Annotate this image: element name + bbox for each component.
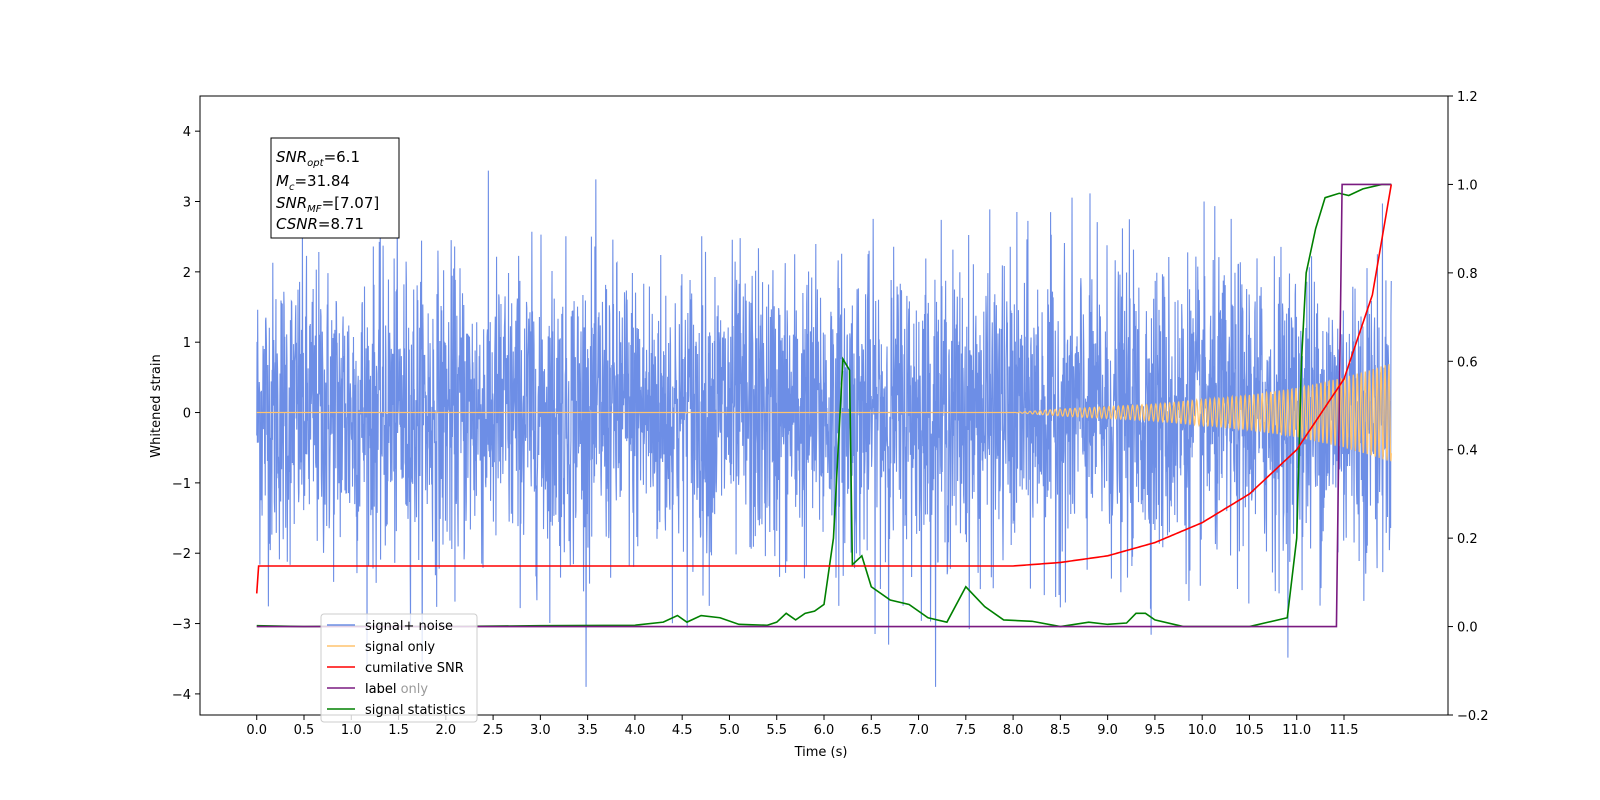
y-right-ticks: −0.2 0.0 0.2 0.4 0.6 0.8 1.0 1.2	[1448, 90, 1489, 724]
x-tick-label: 11.5	[1330, 723, 1359, 738]
x-tick-label: 6.5	[861, 723, 882, 738]
y-left-tick-label: 0	[183, 407, 191, 422]
y-left-tick-label: 3	[183, 196, 191, 211]
x-tick-label: 0.5	[294, 723, 315, 738]
y-right-tick-label: 0.8	[1457, 267, 1478, 282]
x-tick-label: 8.5	[1050, 723, 1071, 738]
series-layer	[255, 170, 1393, 687]
x-ticks: 0.0 0.5 1.0 1.5 2.0 2.5 3.0 3.5 4.0 4.5 5.0 5.5 6.0 6…	[246, 715, 1358, 738]
legend-label-cumulative-snr: cumilative SNR	[365, 661, 464, 676]
series-cumulative-snr-line	[255, 184, 1393, 594]
x-tick-label: 0.0	[246, 723, 267, 738]
x-tick-label: 10.5	[1235, 723, 1264, 738]
y-left-tick-label: 4	[183, 125, 191, 140]
y-right-tick-label: 1.2	[1457, 90, 1478, 105]
x-tick-label: 3.5	[577, 723, 598, 738]
y-right-tick-label: 0.4	[1457, 444, 1478, 459]
legend-entry-signal-only: signal only	[327, 640, 435, 655]
x-tick-label: 7.5	[955, 723, 976, 738]
series-label-line	[256, 183, 1392, 628]
series-signal-only-line	[256, 364, 1392, 462]
y-left-tick-label: −1	[172, 477, 191, 492]
series-signal-statistics-line	[256, 183, 1392, 628]
x-tick-label: 7.0	[908, 723, 929, 738]
series-signal-noise-line	[256, 170, 1392, 687]
x-tick-label: 9.0	[1097, 723, 1118, 738]
x-tick-label: 3.0	[530, 723, 551, 738]
legend-entry-cumulative-snr: cumilative SNR	[327, 661, 464, 676]
x-tick-label: 1.0	[341, 723, 362, 738]
y-left-tick-label: −3	[172, 618, 191, 633]
y-right-tick-label: 0.2	[1457, 532, 1478, 547]
legend-label-signal-noise: signal+ noise	[365, 619, 453, 634]
legend-frame	[320, 613, 478, 723]
legend-label-signal-statistics: signal statistics	[365, 703, 466, 718]
annotation-frame	[270, 137, 400, 239]
annotation-mc: Mc=31.84	[276, 172, 350, 193]
annotation-snr-opt: SNRopt=6.1	[276, 148, 360, 169]
annotation-box: SNRopt=6.1 Mc=31.84 SNRMF=[7.07] CSNR=8.…	[270, 137, 400, 239]
x-tick-label: 4.5	[672, 723, 693, 738]
y-right-tick-label: 1.0	[1457, 178, 1478, 193]
legend-entry-signal-noise: signal+ noise	[327, 619, 453, 634]
x-tick-label: 10.0	[1188, 723, 1217, 738]
annotation-snr-mf: SNRMF=[7.07]	[276, 194, 379, 215]
x-tick-label: 2.5	[483, 723, 504, 738]
annotation-csnr: CSNR=8.71	[276, 215, 364, 233]
legend-label-signal-only: signal only	[365, 640, 435, 655]
y-right-tick-label: −0.2	[1457, 709, 1489, 724]
x-tick-label: 2.0	[435, 723, 456, 738]
x-tick-label: 1.5	[388, 723, 409, 738]
legend-entry-signal-statistics: signal statistics	[327, 703, 466, 718]
y-left-tick-label: −4	[172, 688, 191, 703]
x-tick-label: 8.0	[1003, 723, 1024, 738]
x-tick-label: 5.0	[719, 723, 740, 738]
legend: signal+ noise signal only cumilative SNR…	[320, 613, 478, 723]
x-tick-label: 6.0	[814, 723, 835, 738]
y-left-tick-label: 1	[183, 336, 191, 351]
legend-entry-label: label only label	[327, 682, 428, 697]
y-left-tick-label: 2	[183, 266, 191, 281]
y-right-tick-label: 0.0	[1457, 621, 1478, 636]
x-tick-label: 5.5	[766, 723, 787, 738]
y-right-tick-label: 0.6	[1457, 355, 1478, 370]
y-axis-label: Whitened strain	[149, 354, 164, 457]
x-tick-label: 4.0	[625, 723, 646, 738]
y-left-ticks: −4 −3 −2 −1 0 1 2 3 4	[172, 125, 200, 703]
x-axis-label: Time (s)	[794, 745, 848, 760]
x-tick-label: 11.0	[1282, 723, 1311, 738]
y-left-tick-label: −2	[172, 547, 191, 562]
legend-label-label-only: label only	[365, 682, 428, 697]
x-tick-label: 9.5	[1145, 723, 1166, 738]
legend-label-label: label	[365, 682, 396, 697]
